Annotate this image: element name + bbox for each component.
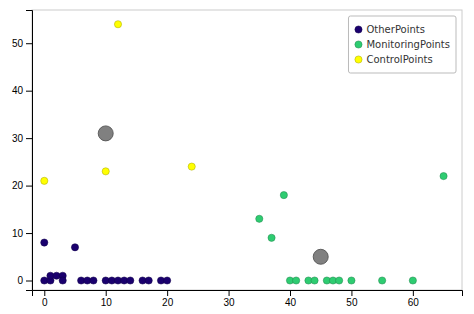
y-axis: 0 10 20 30 40 50 bbox=[12, 11, 33, 291]
legend-label: ControlPoints bbox=[366, 54, 432, 65]
tick-label: 0 bbox=[42, 297, 48, 308]
tick: 0 bbox=[42, 290, 48, 308]
point bbox=[127, 277, 134, 284]
point bbox=[59, 277, 66, 284]
series bbox=[41, 21, 196, 185]
tick-label: 20 bbox=[12, 180, 24, 191]
series bbox=[41, 239, 171, 284]
tick-label: 40 bbox=[12, 85, 24, 96]
point bbox=[409, 277, 416, 284]
tick-mark bbox=[26, 281, 32, 282]
point bbox=[336, 277, 343, 284]
series bbox=[256, 173, 447, 285]
point bbox=[114, 21, 121, 28]
tick-mark bbox=[26, 138, 32, 139]
tick-mark bbox=[26, 186, 32, 187]
tick-mark bbox=[106, 290, 107, 296]
tick: 30 bbox=[224, 290, 236, 308]
point bbox=[102, 168, 109, 175]
tick-label: 20 bbox=[162, 297, 174, 308]
tick-mark bbox=[351, 290, 352, 296]
point bbox=[41, 177, 48, 184]
tick: 50 bbox=[12, 38, 32, 49]
point bbox=[145, 277, 152, 284]
tick-label: 30 bbox=[12, 133, 24, 144]
point bbox=[71, 244, 78, 251]
point bbox=[379, 277, 386, 284]
tick-label: 50 bbox=[346, 297, 358, 308]
tick: 40 bbox=[12, 85, 32, 96]
centroid-series bbox=[98, 126, 328, 264]
point bbox=[164, 277, 171, 284]
point bbox=[268, 234, 275, 241]
centroid bbox=[98, 126, 113, 141]
centroid bbox=[313, 249, 328, 264]
tick-mark bbox=[167, 290, 168, 296]
point bbox=[348, 277, 355, 284]
tick: 20 bbox=[162, 290, 174, 308]
tick-label: 50 bbox=[12, 38, 24, 49]
tick: 50 bbox=[346, 290, 358, 308]
tick-mark bbox=[26, 43, 32, 44]
point bbox=[280, 191, 287, 198]
tick-mark bbox=[26, 91, 32, 92]
x-axis-line bbox=[33, 291, 463, 297]
legend-label: OtherPoints bbox=[366, 24, 424, 35]
tick: 30 bbox=[12, 133, 32, 144]
point bbox=[90, 277, 97, 284]
tick: 40 bbox=[285, 290, 297, 308]
legend-marker bbox=[355, 26, 362, 33]
tick-mark bbox=[44, 290, 45, 296]
tick: 10 bbox=[12, 228, 32, 239]
point bbox=[188, 163, 195, 170]
chart: 0 10 20 30 40 50 60 0 10 20 30 40 50 OtherPoints Monit… bbox=[0, 0, 474, 314]
point bbox=[440, 173, 447, 180]
tick: 0 bbox=[17, 275, 32, 286]
point bbox=[41, 239, 48, 246]
point bbox=[311, 277, 318, 284]
tick-label: 30 bbox=[224, 297, 236, 308]
legend-marker bbox=[355, 56, 362, 63]
tick-mark bbox=[290, 290, 291, 296]
legend-marker bbox=[355, 41, 362, 48]
point bbox=[256, 215, 263, 222]
tick: 20 bbox=[12, 180, 32, 191]
tick-label: 40 bbox=[285, 297, 297, 308]
tick-label: 0 bbox=[17, 275, 23, 286]
tick-mark bbox=[229, 290, 230, 296]
tick-label: 10 bbox=[12, 228, 24, 239]
y-axis-line bbox=[26, 11, 33, 291]
legend: OtherPoints MonitoringPoints ControlPoints bbox=[348, 16, 456, 73]
plot-frame bbox=[32, 10, 462, 290]
x-axis: 0 10 20 30 40 50 60 bbox=[33, 290, 463, 308]
legend-box bbox=[348, 16, 456, 73]
tick-mark bbox=[26, 233, 32, 234]
tick-mark bbox=[413, 290, 414, 296]
point bbox=[293, 277, 300, 284]
tick: 60 bbox=[408, 290, 420, 308]
legend-label: MonitoringPoints bbox=[366, 39, 450, 50]
tick-label: 10 bbox=[101, 297, 113, 308]
tick: 10 bbox=[101, 290, 113, 308]
marks bbox=[41, 21, 447, 284]
tick-label: 60 bbox=[408, 297, 420, 308]
